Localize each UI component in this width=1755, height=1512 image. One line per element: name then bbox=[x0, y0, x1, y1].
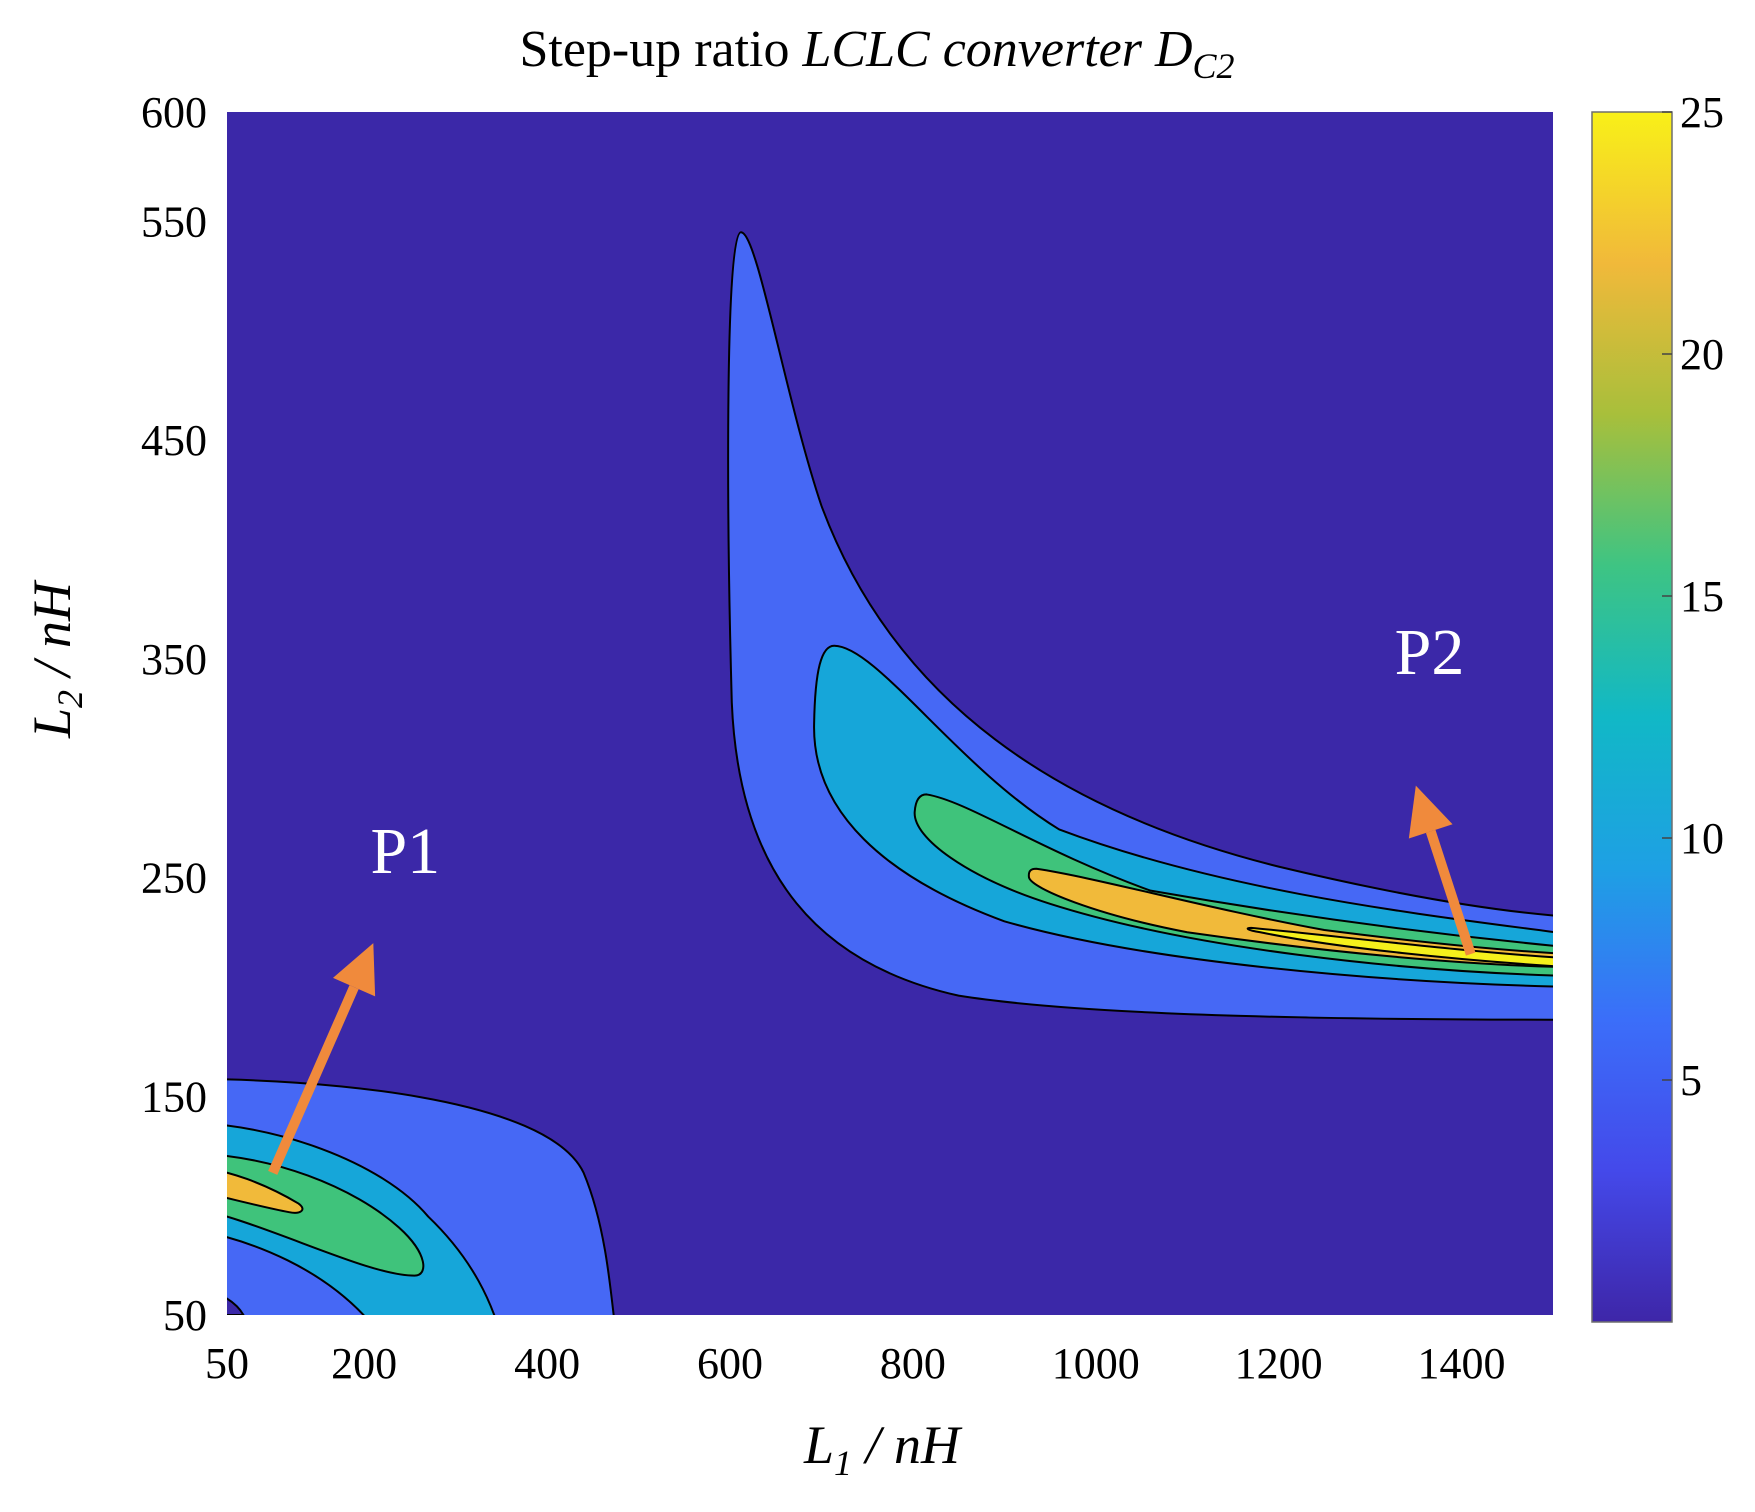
chart-title: Step-up ratio LCLC converter DC2 bbox=[519, 21, 1234, 86]
x-tick-label: 200 bbox=[331, 1339, 397, 1388]
annotation-label-p1: P1 bbox=[370, 815, 440, 888]
x-tick-label: 1400 bbox=[1418, 1339, 1506, 1388]
annotation-arrow-head-2 bbox=[1408, 785, 1453, 839]
region-p2-level-20 bbox=[1027, 867, 1553, 968]
x-tick-label: 400 bbox=[514, 1339, 580, 1388]
x-tick-labels: 50 200 400 600 800 1000 1200 1400 bbox=[205, 1339, 1506, 1388]
annotation-arrow-head-1 bbox=[332, 943, 376, 997]
x-tick-label: 1200 bbox=[1235, 1339, 1323, 1388]
annotations: P1 P2 bbox=[268, 616, 1476, 1175]
region-p1-corner-level-5 bbox=[227, 1236, 365, 1315]
region-p1-corner-level-0 bbox=[227, 1297, 245, 1315]
x-tick-label: 800 bbox=[880, 1339, 946, 1388]
region-p1-level-20 bbox=[227, 1171, 304, 1214]
y-tick-label: 250 bbox=[141, 854, 207, 903]
x-axis-label: L1 / nH bbox=[803, 1415, 963, 1483]
y-tick-label: 150 bbox=[141, 1072, 207, 1121]
y-tick-labels: 50 150 250 350 450 550 600 bbox=[141, 88, 207, 1340]
y-axis-label: L2 / nH bbox=[22, 579, 90, 739]
y-tick-label: 550 bbox=[141, 197, 207, 246]
y-tick-label: 600 bbox=[141, 88, 207, 137]
annotation-arrow-shaft-1 bbox=[268, 985, 359, 1175]
region-p2-level-15 bbox=[913, 793, 1553, 977]
x-tick-label: 600 bbox=[697, 1339, 763, 1388]
annotation-arrow-shaft-2 bbox=[1425, 829, 1476, 956]
colorbar-tick-labels: 5 10 15 20 25 bbox=[1662, 88, 1724, 1105]
colorbar-tick-label: 20 bbox=[1680, 330, 1724, 379]
region-p2-level-10 bbox=[813, 644, 1553, 988]
x-tick-label: 50 bbox=[205, 1339, 249, 1388]
y-tick-label: 450 bbox=[141, 416, 207, 465]
colorbar-tick-label: 25 bbox=[1680, 88, 1724, 137]
annotation-label-p2: P2 bbox=[1395, 616, 1465, 689]
region-p1-level-15 bbox=[227, 1155, 425, 1277]
colorbar-tick-label: 10 bbox=[1680, 814, 1724, 863]
colorbar-tick-label: 5 bbox=[1680, 1056, 1702, 1105]
contour-regions bbox=[227, 231, 1553, 1315]
region-p2-level-25 bbox=[1246, 926, 1553, 968]
colorbar-tick-label: 15 bbox=[1680, 572, 1724, 621]
x-tick-label: 1000 bbox=[1052, 1339, 1140, 1388]
colorbar bbox=[1591, 111, 1673, 1323]
y-tick-label: 50 bbox=[163, 1291, 207, 1340]
y-tick-label: 350 bbox=[141, 635, 207, 684]
